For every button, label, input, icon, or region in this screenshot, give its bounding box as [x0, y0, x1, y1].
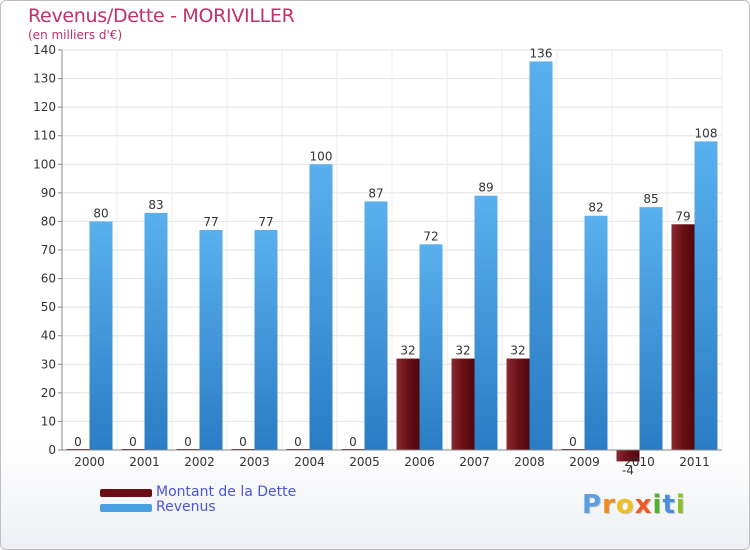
- y-tick-label: 20: [41, 386, 56, 400]
- data-label-debt-2000: 0: [74, 435, 82, 449]
- bars: [66, 61, 718, 462]
- data-label-revenue-2005: 87: [368, 186, 383, 200]
- x-tick-label-2002: 2002: [184, 455, 215, 469]
- bar-revenue-2009: [584, 215, 608, 450]
- logo-letter: i: [675, 490, 686, 520]
- data-label-debt-2003: 0: [239, 435, 247, 449]
- bar-revenue-2010: [639, 207, 663, 450]
- data-label-revenue-2008: 136: [530, 46, 553, 60]
- data-label-debt-2010: -4: [622, 463, 634, 477]
- x-tick-label-2004: 2004: [294, 455, 325, 469]
- x-tick-label-2008: 2008: [514, 455, 545, 469]
- x-tick-label-2000: 2000: [74, 455, 105, 469]
- data-label-revenue-2007: 89: [478, 181, 493, 195]
- data-label-debt-2001: 0: [129, 435, 137, 449]
- bar-revenue-2007: [474, 195, 498, 450]
- data-label-revenue-2006: 72: [423, 229, 438, 243]
- data-label-debt-2002: 0: [184, 435, 192, 449]
- x-tick-label-2006: 2006: [404, 455, 435, 469]
- data-label-revenue-2002: 77: [203, 215, 218, 229]
- data-label-debt-2011: 79: [675, 209, 690, 223]
- legend-swatch-debt: [100, 489, 152, 497]
- y-tick-label: 10: [41, 414, 56, 428]
- bar-revenue-2004: [309, 164, 333, 451]
- y-tick-label: 80: [41, 214, 56, 228]
- data-label-revenue-2009: 82: [588, 201, 603, 215]
- bar-revenue-2006: [419, 244, 443, 450]
- data-label-revenue-2011: 108: [695, 126, 718, 140]
- logo-letter: r: [602, 490, 616, 520]
- y-tick-label: 140: [33, 43, 56, 57]
- x-tick-label-2011: 2011: [679, 455, 710, 469]
- y-tick-label: 40: [41, 329, 56, 343]
- logo-letter: P: [582, 490, 603, 520]
- y-tick-label: 50: [41, 300, 56, 314]
- y-tick-label: 120: [33, 100, 56, 114]
- y-tick-label: 100: [33, 157, 56, 171]
- logo-letter: o: [615, 490, 635, 520]
- legend-swatch-revenue: [100, 504, 152, 512]
- data-label-debt-2008: 32: [510, 344, 525, 358]
- x-tick-label-2003: 2003: [239, 455, 270, 469]
- bar-debt-2010: [616, 450, 640, 462]
- proxiti-logo: Proxiti: [582, 490, 686, 520]
- labels: 0 80 0 83 0 77 0 77 0 100 0 87 32 72 32 89 32 136 0 82 -4 85 7…: [74, 46, 717, 477]
- data-label-revenue-2003: 77: [258, 215, 273, 229]
- y-tick-label: 110: [33, 129, 56, 143]
- data-label-debt-2006: 32: [400, 344, 415, 358]
- bar-debt-2007: [451, 358, 475, 450]
- axes: 0 10 20 30 40 50 60 70 80 90 100 110 120 130 140 2000 20…: [33, 43, 722, 469]
- x-tick-label-2005: 2005: [349, 455, 380, 469]
- bar-debt-2011: [671, 224, 695, 450]
- logo-letter: t: [662, 490, 676, 520]
- x-tick-label-2007: 2007: [459, 455, 490, 469]
- logo-letter: x: [634, 490, 653, 520]
- x-tick-label-2010: 2010: [624, 455, 655, 469]
- bar-revenue-2002: [199, 230, 223, 450]
- data-label-debt-2009: 0: [569, 435, 577, 449]
- y-tick-label: 30: [41, 357, 56, 371]
- legend-label-debt: Montant de la Dette: [156, 484, 297, 500]
- bar-revenue-2000: [89, 221, 113, 450]
- bar-debt-2008: [506, 358, 530, 450]
- bar-revenue-2011: [694, 141, 718, 450]
- y-tick-label: 70: [41, 243, 56, 257]
- data-label-debt-2005: 0: [349, 435, 357, 449]
- y-tick-label: 60: [41, 272, 56, 286]
- y-tick-label: 90: [41, 186, 56, 200]
- data-label-debt-2007: 32: [455, 344, 470, 358]
- bar-revenue-2003: [254, 230, 278, 450]
- chart-title: Revenus/Dette - MORIVILLER: [28, 5, 295, 27]
- legend-label-revenue: Revenus: [156, 499, 216, 515]
- bar-revenue-2001: [144, 212, 168, 450]
- chart-subtitle: (en milliers d'€): [28, 28, 123, 42]
- data-label-revenue-2010: 85: [643, 192, 658, 206]
- data-label-revenue-2004: 100: [310, 149, 333, 163]
- y-tick-label: 0: [48, 443, 56, 457]
- y-tick-label: 130: [33, 72, 56, 86]
- logo-letter: i: [652, 490, 663, 520]
- data-label-revenue-2000: 80: [93, 206, 108, 220]
- data-label-revenue-2001: 83: [148, 198, 163, 212]
- x-tick-label-2001: 2001: [129, 455, 160, 469]
- bar-revenue-2008: [529, 61, 553, 451]
- bar-debt-2006: [396, 358, 420, 450]
- data-label-debt-2004: 0: [294, 435, 302, 449]
- bar-revenue-2005: [364, 201, 388, 450]
- x-tick-label-2009: 2009: [569, 455, 600, 469]
